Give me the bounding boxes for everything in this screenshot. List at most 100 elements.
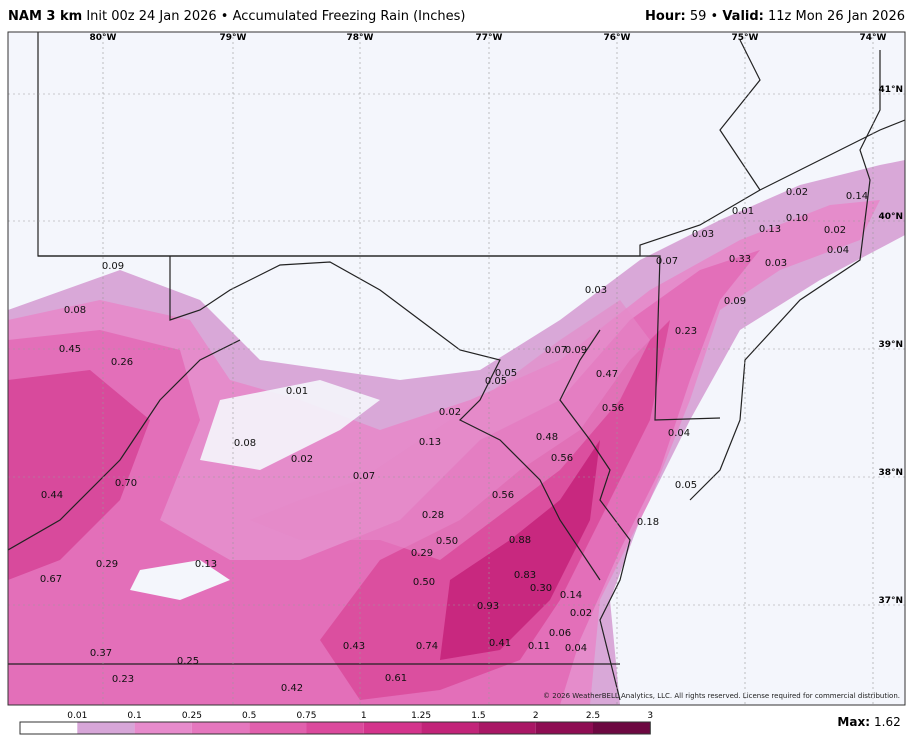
value-label: 0.08 [64, 305, 86, 316]
value-label: 0.02 [570, 608, 592, 619]
valid-label: Valid: [722, 9, 764, 24]
value-label: 0.01 [732, 206, 754, 217]
colorbar-swatch [363, 722, 422, 734]
value-label: 0.13 [195, 559, 217, 570]
colorbar: 0.01 0.1 0.25 0.5 0.75 1 1.25 1.5 2 2.5 3 [19, 711, 653, 735]
value-label: 0.56 [551, 453, 573, 464]
hour-value: 59 • [690, 9, 718, 24]
colorbar-frame [19, 721, 651, 735]
colorbar-label: 0.75 [296, 711, 316, 721]
value-label: 0.93 [477, 601, 499, 612]
colorbar-label: 0.1 [127, 711, 141, 721]
value-label: 0.67 [40, 574, 62, 585]
value-label: 0.02 [786, 187, 808, 198]
value-label: 0.09 [102, 261, 124, 272]
lat-label: 37°N [878, 596, 903, 606]
colorbar-swatch [134, 722, 192, 734]
value-label: 0.56 [602, 403, 624, 414]
value-label: 0.02 [291, 454, 313, 465]
colorbar-swatch [306, 722, 364, 734]
value-label: 0.42 [281, 683, 303, 694]
value-label: 0.29 [411, 548, 433, 559]
colorbar-swatch [20, 722, 78, 734]
value-label: 0.03 [692, 229, 714, 240]
colorbar-swatch [593, 722, 651, 734]
header-left: NAM 3 km Init 00z 24 Jan 2026 • Accumula… [8, 9, 465, 24]
colorbar-label: 1.25 [411, 711, 431, 721]
lon-label: 77°W [476, 33, 503, 43]
colorbar-label: 2.5 [586, 711, 600, 721]
colorbar-label: 1.5 [471, 711, 485, 721]
colorbar-swatch [77, 722, 135, 734]
value-label: 0.07 [656, 256, 678, 267]
value-label: 0.13 [419, 437, 441, 448]
value-label: 0.13 [759, 224, 781, 235]
lon-label: 76°W [604, 33, 631, 43]
lat-label: 38°N [878, 468, 903, 478]
max-value: 1.62 [874, 715, 901, 729]
labels: 80°W 79°W 78°W 77°W 76°W 75°W 74°W 41°N 40°N 39°N… [40, 33, 903, 694]
value-label: 0.33 [729, 254, 751, 265]
lat-label: 41°N [878, 85, 903, 95]
value-label: 0.07 [353, 471, 375, 482]
colorbar-swatch [478, 722, 536, 734]
value-label: 0.30 [530, 583, 552, 594]
value-label: 0.23 [112, 674, 134, 685]
colorbar-swatch [249, 722, 307, 734]
lat-label: 39°N [878, 340, 903, 350]
value-label: 0.14 [846, 191, 868, 202]
value-label: 0.56 [492, 490, 514, 501]
valid-value: 11z Mon 26 Jan 2026 [768, 9, 905, 24]
value-label: 0.07 [545, 345, 567, 356]
value-label: 0.23 [675, 326, 697, 337]
map-frame [7, 31, 906, 706]
value-label: 0.04 [827, 245, 849, 256]
value-label: 0.01 [286, 386, 308, 397]
value-label: 0.25 [177, 656, 199, 667]
value-label: 0.03 [765, 258, 787, 269]
value-label: 0.44 [41, 490, 63, 501]
value-label: 0.61 [385, 673, 407, 684]
colorbar-label: 2 [533, 711, 539, 721]
max-label: Max: [837, 715, 870, 729]
value-label: 0.02 [439, 407, 461, 418]
value-label: 0.43 [343, 641, 365, 652]
lon-label: 75°W [732, 33, 759, 43]
colorbar-label: 0.01 [67, 711, 87, 721]
value-label: 0.05 [675, 480, 697, 491]
lon-label: 74°W [860, 33, 887, 43]
lat-label: 40°N [878, 212, 903, 222]
value-label: 0.29 [96, 559, 118, 570]
colorbar-label: 1 [361, 711, 367, 721]
value-label: 0.18 [637, 517, 659, 528]
value-label: 0.45 [59, 344, 81, 355]
value-label: 0.70 [115, 478, 137, 489]
lon-label: 80°W [90, 33, 117, 43]
value-label: 0.37 [90, 648, 112, 659]
value-label: 0.09 [724, 296, 746, 307]
value-label: 0.74 [416, 641, 438, 652]
value-label: 0.88 [509, 535, 531, 546]
value-label: 0.10 [786, 213, 808, 224]
hour-label: Hour: [645, 9, 686, 24]
value-label: 0.04 [668, 428, 690, 439]
value-label: 0.28 [422, 510, 444, 521]
copyright: © 2026 WeatherBELL Analytics, LLC. All r… [543, 692, 900, 700]
value-label: 0.03 [585, 285, 607, 296]
lon-label: 79°W [220, 33, 247, 43]
value-label: 0.50 [413, 577, 435, 588]
init-field: Init 00z 24 Jan 2026 • Accumulated Freez… [86, 9, 465, 24]
colorbar-swatch [535, 722, 593, 734]
colorbar-swatch [191, 722, 250, 734]
value-label: 0.26 [111, 357, 133, 368]
model: NAM 3 km [8, 9, 82, 24]
colorbar-label: 0.25 [182, 711, 202, 721]
lon-label: 78°W [347, 33, 374, 43]
colorbar-label: 3 [647, 711, 653, 721]
value-label: 0.05 [485, 376, 507, 387]
value-label: 0.08 [234, 438, 256, 449]
value-label: 0.47 [596, 369, 618, 380]
value-label: 0.06 [549, 628, 571, 639]
value-label: 0.02 [824, 225, 846, 236]
